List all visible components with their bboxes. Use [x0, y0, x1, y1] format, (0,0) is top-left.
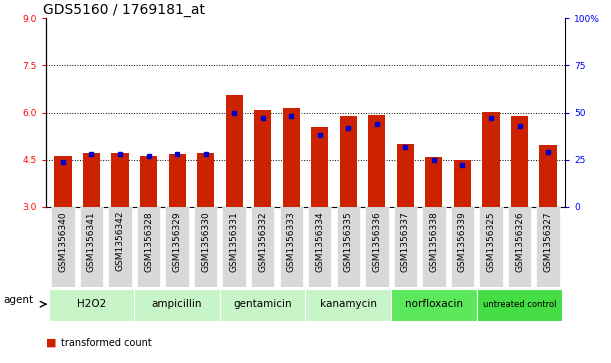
Text: GSM1356340: GSM1356340 [59, 211, 67, 272]
Text: H2O2: H2O2 [77, 299, 106, 309]
Bar [169, 154, 186, 207]
Text: transformed count: transformed count [61, 338, 152, 348]
Bar [140, 156, 157, 207]
Bar [225, 95, 243, 207]
Bar [134, 289, 220, 321]
Text: ■: ■ [46, 338, 56, 348]
Bar [511, 116, 528, 207]
Bar [194, 207, 218, 287]
Bar [222, 207, 246, 287]
Bar [536, 207, 560, 287]
Bar [311, 127, 328, 207]
Text: gentamicin: gentamicin [233, 299, 292, 309]
Bar [166, 207, 189, 287]
Text: GSM1356336: GSM1356336 [372, 211, 381, 272]
Text: GSM1356330: GSM1356330 [201, 211, 210, 272]
Bar [393, 207, 417, 287]
Text: GSM1356341: GSM1356341 [87, 211, 96, 272]
Bar [337, 207, 360, 287]
Bar [454, 160, 471, 207]
Text: GSM1356338: GSM1356338 [430, 211, 439, 272]
Text: GSM1356332: GSM1356332 [258, 211, 267, 272]
Bar [111, 153, 128, 207]
Bar [83, 153, 100, 207]
Bar [422, 207, 445, 287]
Bar [540, 145, 557, 207]
Text: GSM1356331: GSM1356331 [230, 211, 239, 272]
Bar [220, 289, 306, 321]
Text: GSM1356339: GSM1356339 [458, 211, 467, 272]
Bar [108, 207, 132, 287]
Bar [477, 289, 562, 321]
Bar [483, 111, 500, 207]
Bar [425, 157, 442, 207]
Text: GDS5160 / 1769181_at: GDS5160 / 1769181_at [43, 3, 205, 17]
Text: untreated control: untreated control [483, 300, 556, 309]
Text: GSM1356337: GSM1356337 [401, 211, 410, 272]
Bar [368, 115, 386, 207]
Bar [49, 289, 134, 321]
Bar [365, 207, 389, 287]
Bar [54, 156, 71, 207]
Text: norfloxacin: norfloxacin [405, 299, 463, 309]
Bar [197, 153, 214, 207]
Text: GSM1356334: GSM1356334 [315, 211, 324, 272]
Bar [306, 289, 391, 321]
Text: ampicillin: ampicillin [152, 299, 202, 309]
Bar [279, 207, 303, 287]
Bar [308, 207, 331, 287]
Bar [251, 207, 274, 287]
Text: GSM1356335: GSM1356335 [344, 211, 353, 272]
Bar [479, 207, 503, 287]
Text: GSM1356325: GSM1356325 [486, 211, 496, 272]
Bar [508, 207, 531, 287]
Text: GSM1356329: GSM1356329 [172, 211, 181, 272]
Bar [51, 207, 75, 287]
Bar [283, 109, 300, 207]
Bar [391, 289, 477, 321]
Bar [451, 207, 474, 287]
Text: GSM1356327: GSM1356327 [544, 211, 552, 272]
Bar [340, 116, 357, 207]
Bar [397, 144, 414, 207]
Bar [254, 110, 271, 207]
Text: GSM1356326: GSM1356326 [515, 211, 524, 272]
Text: GSM1356342: GSM1356342 [115, 211, 125, 272]
Text: kanamycin: kanamycin [320, 299, 377, 309]
Text: GSM1356333: GSM1356333 [287, 211, 296, 272]
Text: GSM1356328: GSM1356328 [144, 211, 153, 272]
Text: agent: agent [3, 295, 33, 305]
Bar [80, 207, 103, 287]
Bar [137, 207, 160, 287]
